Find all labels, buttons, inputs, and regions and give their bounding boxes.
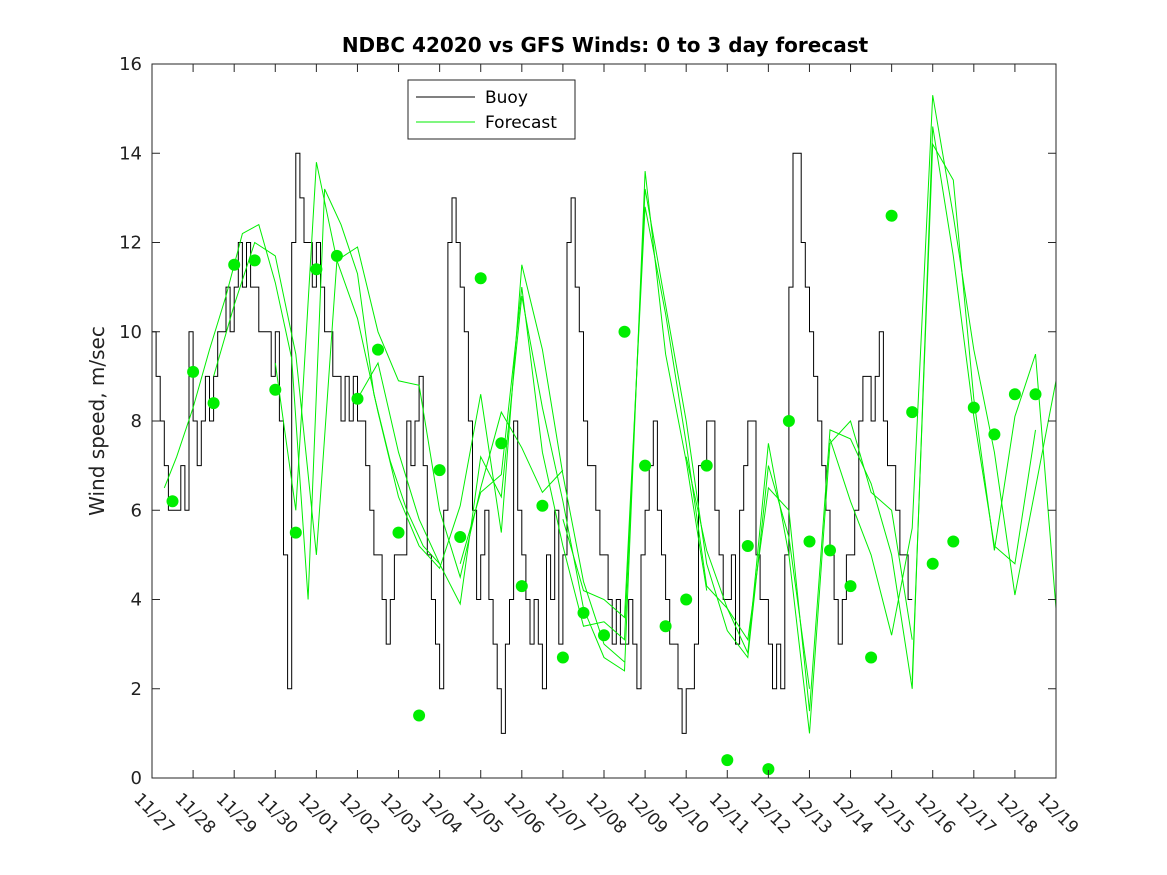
forecast-marker — [721, 754, 734, 767]
forecast-marker — [515, 580, 528, 593]
y-tick-label: 4 — [131, 590, 142, 611]
y-axis: 0 2 4 6 8 10 12 14 16 — [119, 54, 1056, 789]
forecast-line-1 — [163, 188, 440, 600]
legend: Buoy Forecast — [407, 79, 576, 140]
forecast-marker — [372, 343, 384, 356]
forecast-marker — [289, 526, 302, 539]
forecast-line-7 — [685, 126, 1036, 712]
buoy-line — [152, 152, 913, 734]
forecast-marker — [207, 397, 220, 410]
forecast-marker — [577, 606, 590, 619]
forecast-marker — [598, 629, 610, 642]
forecast-marker — [1008, 388, 1021, 401]
forecast-marker — [392, 526, 405, 539]
forecast-marker — [618, 325, 631, 338]
y-tick-label: 8 — [131, 411, 142, 432]
forecast-marker — [906, 406, 919, 419]
y-tick-label: 12 — [119, 233, 142, 254]
forecast-marker — [474, 272, 487, 285]
y-tick-label: 2 — [131, 679, 142, 700]
forecast-line-3 — [274, 162, 625, 663]
y-axis-label: Wind speed, m/sec — [85, 326, 109, 516]
legend-label-forecast: Forecast — [485, 113, 557, 133]
legend-label-buoy: Buoy — [485, 88, 528, 108]
forecast-marker — [269, 383, 282, 396]
forecast-marker — [988, 428, 1001, 441]
forecast-marker — [556, 651, 569, 664]
forecast-series-group — [163, 95, 1057, 734]
forecast-marker — [228, 258, 241, 271]
forecast-marker — [536, 499, 549, 512]
forecast-marker — [782, 415, 795, 427]
forecast-marker — [741, 540, 754, 552]
forecast-marker — [700, 459, 713, 472]
y-tick-label: 10 — [119, 322, 142, 343]
forecast-marker — [413, 709, 426, 722]
forecast-marker — [166, 495, 179, 508]
forecast-line-9 — [911, 142, 1057, 680]
forecast-marker — [495, 437, 508, 450]
forecast-marker — [885, 209, 898, 222]
forecast-marker — [865, 651, 878, 664]
forecast-marker — [844, 580, 857, 593]
forecast-marker — [926, 557, 939, 570]
forecast-marker — [824, 544, 836, 557]
forecast-marker — [248, 254, 261, 267]
forecast-line-2 — [213, 241, 564, 580]
forecast-marker — [639, 459, 652, 472]
forecast-marker — [330, 249, 343, 262]
forecast-marker — [187, 365, 200, 378]
forecast-line-6 — [562, 206, 913, 734]
forecast-marker — [947, 535, 960, 548]
forecast-marker — [762, 763, 775, 776]
chart-title: NDBC 42020 vs GFS Winds: 0 to 3 day fore… — [342, 33, 869, 57]
forecast-markers — [166, 209, 1042, 776]
forecast-marker — [433, 464, 446, 477]
forecast-marker — [1029, 388, 1042, 401]
y-tick-label: 0 — [131, 768, 142, 789]
forecast-marker — [680, 593, 693, 606]
buoy-series — [152, 152, 913, 734]
forecast-marker — [310, 263, 323, 276]
y-tick-label: 16 — [119, 54, 142, 75]
forecast-marker — [803, 535, 816, 548]
forecast-line-8 — [829, 95, 1057, 636]
forecast-marker — [351, 392, 364, 405]
legend-box — [407, 79, 576, 140]
forecast-marker — [967, 401, 980, 414]
y-tick-label: 14 — [119, 143, 142, 164]
forecast-marker — [454, 531, 467, 543]
forecast-line-4 — [357, 171, 708, 672]
forecast-marker — [659, 620, 672, 633]
y-tick-label: 6 — [131, 500, 142, 521]
